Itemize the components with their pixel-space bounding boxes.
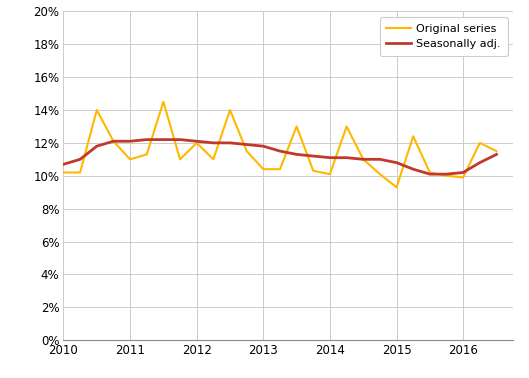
Seasonally adj. xyxy=(310,154,316,158)
Seasonally adj. xyxy=(177,137,183,142)
Original series xyxy=(60,170,67,175)
Original series xyxy=(277,167,283,172)
Original series xyxy=(427,170,433,175)
Seasonally adj. xyxy=(194,139,200,144)
Original series xyxy=(377,172,383,177)
Seasonally adj. xyxy=(143,137,150,142)
Seasonally adj. xyxy=(60,162,67,167)
Original series xyxy=(110,139,116,144)
Original series xyxy=(477,141,483,145)
Seasonally adj. xyxy=(127,139,133,144)
Seasonally adj. xyxy=(394,160,400,165)
Seasonally adj. xyxy=(227,141,233,145)
Seasonally adj. xyxy=(210,141,216,145)
Original series xyxy=(260,167,267,172)
Original series xyxy=(343,124,350,129)
Seasonally adj. xyxy=(360,157,367,162)
Original series xyxy=(177,157,183,162)
Original series xyxy=(327,172,333,177)
Seasonally adj. xyxy=(77,157,83,162)
Seasonally adj. xyxy=(260,144,267,149)
Original series xyxy=(210,157,216,162)
Original series xyxy=(94,108,100,112)
Seasonally adj. xyxy=(410,167,416,172)
Seasonally adj. xyxy=(277,149,283,153)
Line: Seasonally adj.: Seasonally adj. xyxy=(63,139,497,174)
Original series xyxy=(243,149,250,153)
Original series xyxy=(410,134,416,139)
Seasonally adj. xyxy=(477,160,483,165)
Original series xyxy=(360,157,367,162)
Seasonally adj. xyxy=(327,155,333,160)
Original series xyxy=(443,174,450,178)
Original series xyxy=(127,157,133,162)
Seasonally adj. xyxy=(443,172,450,177)
Seasonally adj. xyxy=(243,142,250,147)
Original series xyxy=(143,152,150,156)
Seasonally adj. xyxy=(377,157,383,162)
Original series xyxy=(194,141,200,145)
Seasonally adj. xyxy=(294,152,300,156)
Original series xyxy=(77,170,83,175)
Original series xyxy=(310,169,316,173)
Seasonally adj. xyxy=(343,155,350,160)
Original series xyxy=(160,99,167,104)
Legend: Original series, Seasonally adj.: Original series, Seasonally adj. xyxy=(380,17,507,56)
Seasonally adj. xyxy=(494,152,500,156)
Original series xyxy=(460,175,467,180)
Seasonally adj. xyxy=(160,137,167,142)
Original series xyxy=(494,149,500,153)
Line: Original series: Original series xyxy=(63,102,497,187)
Original series xyxy=(227,108,233,112)
Original series xyxy=(294,124,300,129)
Seasonally adj. xyxy=(110,139,116,144)
Original series xyxy=(394,185,400,189)
Seasonally adj. xyxy=(460,170,467,175)
Seasonally adj. xyxy=(94,144,100,149)
Seasonally adj. xyxy=(427,172,433,177)
